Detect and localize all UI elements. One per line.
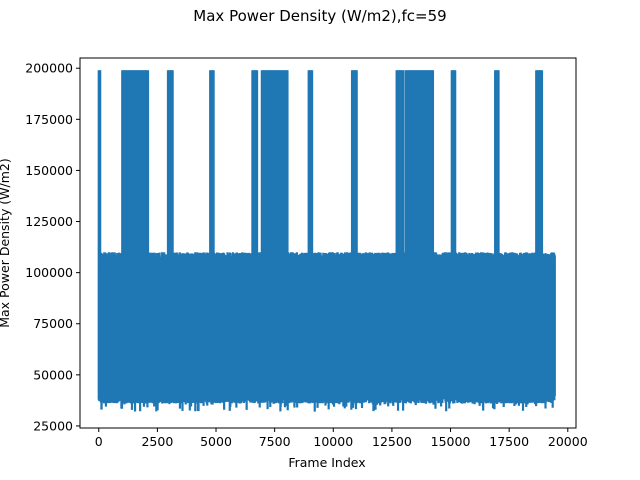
saturated-segment-1 — [122, 70, 149, 269]
x-axis-label: Frame Index — [288, 455, 365, 470]
y-tick-label: 175000 — [25, 112, 73, 127]
x-tick-label: 10000 — [313, 434, 353, 449]
y-tick-label: 50000 — [33, 367, 73, 382]
axes-frame — [79, 57, 577, 429]
saturated-segment-12 — [536, 70, 542, 269]
plot-area — [97, 70, 556, 412]
x-tick-label: 0 — [95, 434, 103, 449]
saturated-segment-3 — [210, 70, 214, 269]
y-tick-label: 75000 — [33, 316, 73, 331]
x-tick-label: 15000 — [431, 434, 471, 449]
y-tick-label: 25000 — [33, 418, 73, 433]
saturated-segment-0 — [98, 70, 101, 269]
y-axis: 25000 50000 75000 100000 125000 150000 175000 2… — [25, 61, 80, 433]
x-tick-label: 12500 — [372, 434, 412, 449]
saturated-segment-6 — [308, 70, 313, 269]
saturated-segment-9 — [405, 70, 433, 269]
saturated-segment-5 — [261, 70, 288, 269]
saturated-segment-2 — [167, 70, 173, 269]
saturated-segment-11 — [495, 70, 499, 269]
x-tick-label: 20000 — [548, 434, 588, 449]
saturated-segment-10 — [451, 70, 456, 269]
y-axis-label: Max Power Density (W/m2) — [0, 158, 12, 328]
x-axis: 0 2500 5000 7500 10000 12500 15000 17500 20000 — [95, 428, 588, 449]
x-tick-label: 5000 — [200, 434, 232, 449]
y-tick-label: 125000 — [25, 214, 73, 229]
x-tick-label: 2500 — [141, 434, 173, 449]
y-tick-label: 150000 — [25, 163, 73, 178]
x-tick-label: 7500 — [259, 434, 291, 449]
chart-title: Max Power Density (W/m2),fc=59 — [193, 7, 446, 25]
saturated-segment-7 — [352, 70, 357, 269]
y-tick-label: 200000 — [25, 61, 73, 76]
saturated-segment-8 — [396, 70, 404, 269]
saturated-segment-4 — [252, 70, 258, 269]
series-band — [98, 268, 555, 390]
y-tick-label: 100000 — [25, 265, 73, 280]
x-tick-label: 17500 — [489, 434, 529, 449]
